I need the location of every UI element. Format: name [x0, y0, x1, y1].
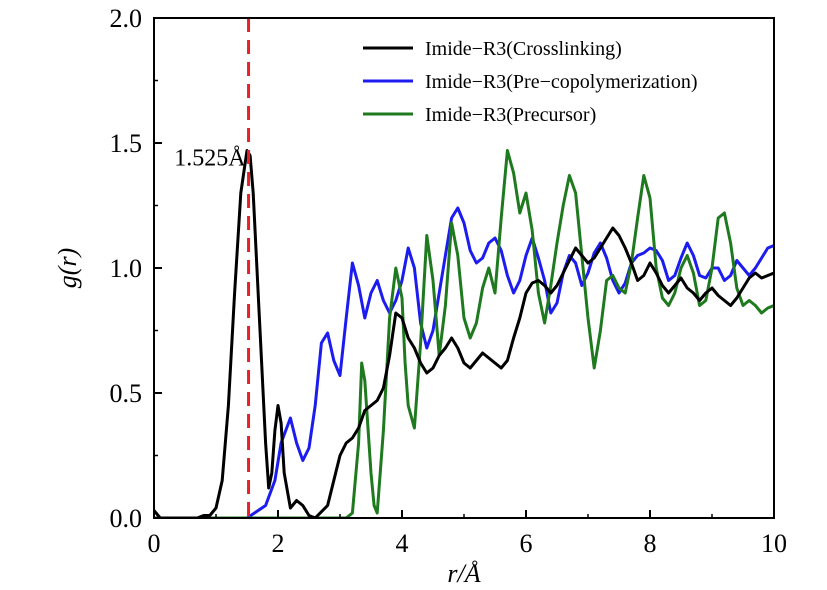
y-tick-label: 1.0	[110, 254, 143, 283]
legend-label: Imide−R3(Crosslinking)	[425, 38, 622, 60]
x-tick-label: 8	[644, 529, 657, 558]
legend-label: Imide−R3(Precursor)	[425, 104, 596, 126]
y-axis-label: g(r)	[53, 248, 82, 288]
legend: Imide−R3(Crosslinking) Imide−R3(Pre−copol…	[363, 38, 697, 126]
y-tick-label: 0.0	[110, 504, 143, 533]
x-tick-label: 0	[148, 529, 161, 558]
series-line-1	[154, 149, 774, 518]
x-tick-label: 6	[520, 529, 533, 558]
x-tick-label: 4	[396, 529, 409, 558]
x-tick-label: 2	[272, 529, 285, 558]
y-axis-ticks: 0.0 0.5 1.0 1.5 2.0	[110, 4, 162, 533]
y-tick-label: 1.5	[110, 129, 143, 158]
x-axis-label: r/Å	[447, 559, 480, 588]
y-tick-label: 0.5	[110, 379, 143, 408]
peak-annotation: 1.525Å	[174, 146, 246, 172]
y-tick-label: 2.0	[110, 4, 143, 33]
legend-label: Imide−R3(Pre−copolymerization)	[425, 71, 697, 93]
series-layer	[154, 149, 774, 518]
series-line-3	[154, 149, 774, 518]
series-line-2	[154, 206, 774, 518]
x-tick-label: 10	[761, 529, 787, 558]
x-axis-ticks: 0 2 4 6 8 10	[148, 510, 787, 558]
